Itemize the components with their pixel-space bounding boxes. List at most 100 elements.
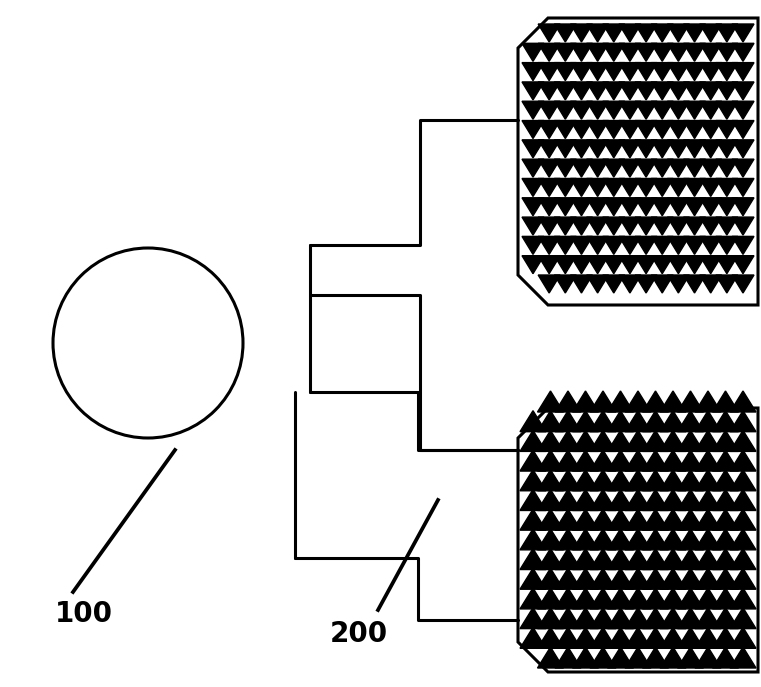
Polygon shape <box>537 430 563 451</box>
Polygon shape <box>607 411 633 431</box>
Polygon shape <box>590 529 616 550</box>
Polygon shape <box>607 548 633 570</box>
Polygon shape <box>732 24 754 42</box>
Polygon shape <box>651 198 673 216</box>
Polygon shape <box>699 24 721 42</box>
Polygon shape <box>554 256 576 273</box>
Polygon shape <box>603 101 625 120</box>
Polygon shape <box>660 647 686 668</box>
Polygon shape <box>667 82 689 100</box>
Polygon shape <box>683 275 705 293</box>
Polygon shape <box>590 430 616 451</box>
Polygon shape <box>730 647 756 668</box>
Polygon shape <box>587 217 609 235</box>
Polygon shape <box>683 198 705 216</box>
Polygon shape <box>730 588 756 609</box>
Polygon shape <box>572 548 598 570</box>
Polygon shape <box>555 529 581 550</box>
Polygon shape <box>677 548 703 570</box>
Polygon shape <box>677 509 703 530</box>
Polygon shape <box>625 430 651 451</box>
Polygon shape <box>677 450 703 471</box>
Polygon shape <box>660 529 686 550</box>
Polygon shape <box>667 256 689 273</box>
Polygon shape <box>572 509 598 530</box>
Polygon shape <box>520 450 546 471</box>
Polygon shape <box>572 430 598 451</box>
Polygon shape <box>538 275 560 293</box>
Polygon shape <box>537 450 563 471</box>
Polygon shape <box>732 275 754 293</box>
Polygon shape <box>712 411 738 431</box>
Polygon shape <box>625 411 651 431</box>
Polygon shape <box>730 391 756 412</box>
Polygon shape <box>587 140 609 158</box>
Polygon shape <box>571 82 593 100</box>
Polygon shape <box>695 470 721 491</box>
Polygon shape <box>625 450 651 471</box>
Polygon shape <box>572 470 598 491</box>
Polygon shape <box>538 256 560 273</box>
Polygon shape <box>625 391 651 412</box>
Polygon shape <box>642 627 668 649</box>
Polygon shape <box>683 101 705 120</box>
Polygon shape <box>590 568 616 589</box>
Polygon shape <box>635 198 657 216</box>
Polygon shape <box>683 256 705 273</box>
Polygon shape <box>730 489 756 510</box>
Polygon shape <box>522 236 544 254</box>
Polygon shape <box>683 82 705 100</box>
Polygon shape <box>660 391 686 412</box>
Polygon shape <box>603 179 625 196</box>
Polygon shape <box>635 43 657 61</box>
Polygon shape <box>555 489 581 510</box>
Polygon shape <box>699 275 721 293</box>
Polygon shape <box>732 82 754 100</box>
Polygon shape <box>520 588 546 609</box>
Polygon shape <box>677 489 703 510</box>
Polygon shape <box>677 391 703 412</box>
Polygon shape <box>554 43 576 61</box>
Polygon shape <box>660 411 686 431</box>
Polygon shape <box>572 411 598 431</box>
Polygon shape <box>603 217 625 235</box>
Polygon shape <box>716 82 738 100</box>
Polygon shape <box>554 101 576 120</box>
Polygon shape <box>651 101 673 120</box>
Polygon shape <box>537 470 563 491</box>
Polygon shape <box>683 140 705 158</box>
Polygon shape <box>651 120 673 139</box>
Polygon shape <box>625 647 651 668</box>
Polygon shape <box>730 470 756 491</box>
Polygon shape <box>635 140 657 158</box>
Polygon shape <box>538 101 560 120</box>
Polygon shape <box>660 607 686 629</box>
Polygon shape <box>554 140 576 158</box>
Polygon shape <box>716 140 738 158</box>
Polygon shape <box>667 217 689 235</box>
Polygon shape <box>607 489 633 510</box>
Polygon shape <box>571 63 593 80</box>
Polygon shape <box>660 450 686 471</box>
Polygon shape <box>587 198 609 216</box>
Polygon shape <box>712 607 738 629</box>
Polygon shape <box>667 63 689 80</box>
Polygon shape <box>603 198 625 216</box>
Polygon shape <box>537 489 563 510</box>
Polygon shape <box>635 101 657 120</box>
Polygon shape <box>587 275 609 293</box>
Polygon shape <box>730 450 756 471</box>
Polygon shape <box>677 529 703 550</box>
Polygon shape <box>667 179 689 196</box>
Polygon shape <box>554 63 576 80</box>
Polygon shape <box>572 489 598 510</box>
Polygon shape <box>587 43 609 61</box>
Polygon shape <box>699 159 721 177</box>
Polygon shape <box>667 236 689 254</box>
Polygon shape <box>732 63 754 80</box>
Polygon shape <box>699 198 721 216</box>
Polygon shape <box>555 391 581 412</box>
Polygon shape <box>520 529 546 550</box>
Polygon shape <box>712 568 738 589</box>
Polygon shape <box>732 43 754 61</box>
